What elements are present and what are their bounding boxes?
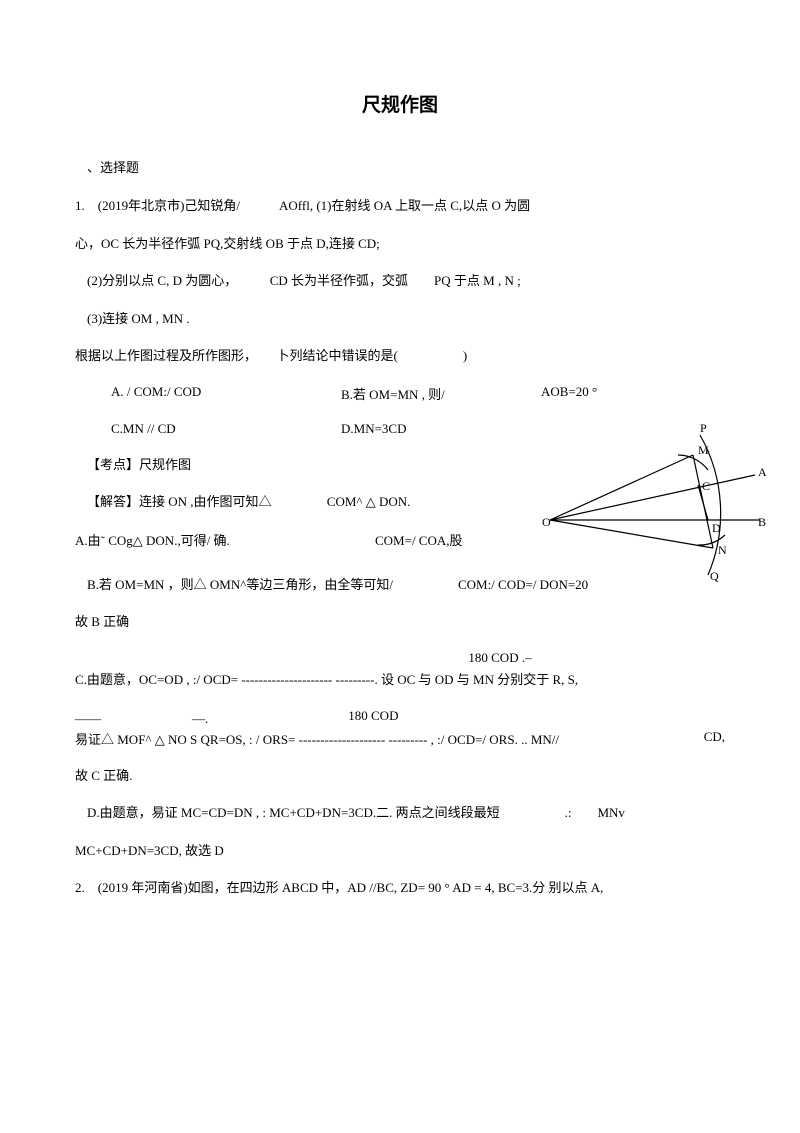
diagram-label-c: C: [702, 479, 710, 493]
q1-option-d: D.MN=3CD: [341, 421, 541, 437]
diagram-label-b: B: [758, 515, 766, 529]
q1-option-c: C.MN // CD: [111, 421, 341, 437]
q1-stem-line4: (3)连接 OM , MN .: [87, 309, 725, 329]
q1-answer-a-mid: COM=/ COA,股: [375, 530, 525, 549]
q1-frac1-top: 180 COD .–: [275, 650, 725, 667]
q1-answer-b2: 故 B 正确: [75, 612, 725, 632]
q1-answer-c2-tail: CD,: [685, 729, 725, 748]
section-heading: 、选择题: [87, 157, 725, 176]
page-title: 尺规作图: [75, 90, 725, 117]
q1-answer-a-left: A.由˜ COg△ DON.,可得/ 确.: [75, 530, 375, 549]
q1-options-row1: A. / COM:/ COD B.若 OM=MN , 则/ AOB=20 °: [75, 384, 725, 403]
q1-answer-d2: MC+CD+DN=3CD, 故选 D: [75, 841, 725, 861]
q1-option-b-extra: AOB=20 °: [541, 384, 681, 403]
diagram-label-q: Q: [710, 569, 719, 583]
q2-stem: 2. (2019 年河南省)如图，在四边形 ABCD 中，AD //BC, ZD…: [75, 878, 725, 898]
q1-stem-line2: 心，OC 长为半径作弧 PQ,交射线 OB 于点 D,连接 CD;: [75, 234, 725, 254]
q1-answer-c1: C.由题意，OC=OD , :/ OCD= ------------------…: [75, 670, 725, 690]
diagram-label-n: N: [718, 543, 727, 557]
diagram-label-p: P: [700, 421, 707, 435]
diagram-label-m: M: [698, 443, 709, 457]
q1-answer-d1: D.由题意，易证 MC=CD=DN , : MC+CD+DN=3CD.二. 两点…: [87, 803, 725, 823]
q1-dash-left: —— —.: [75, 708, 208, 727]
q1-option-a: A. / COM:/ COD: [111, 384, 341, 403]
diagram-label-d: D: [712, 521, 721, 535]
geometry-diagram: P M A C O D B N Q: [530, 420, 770, 590]
q1-answer-c2-pre: 易证△ MOF^ △ NO S QR=OS, : / ORS= --------…: [75, 729, 685, 748]
q1-stem-line5: 根据以上作图过程及所作图形， 卜列结论中错误的是( ): [75, 346, 725, 366]
q1-option-b: B.若 OM=MN , 则/: [341, 384, 541, 403]
q1-frac2-top: 180 COD: [348, 708, 398, 727]
q1-stem-line1: 1. (2019年北京市)己知锐角/ AOffl, (1)在射线 OA 上取一点…: [75, 196, 725, 216]
diagram-label-o: O: [542, 515, 551, 529]
diagram-label-a: A: [758, 465, 767, 479]
q1-answer-c3: 故 C 正确.: [75, 766, 725, 786]
q1-stem-line3: (2)分别以点 C, D 为圆心， CD 长为半径作弧，交弧 PQ 于点 M ,…: [87, 271, 725, 291]
